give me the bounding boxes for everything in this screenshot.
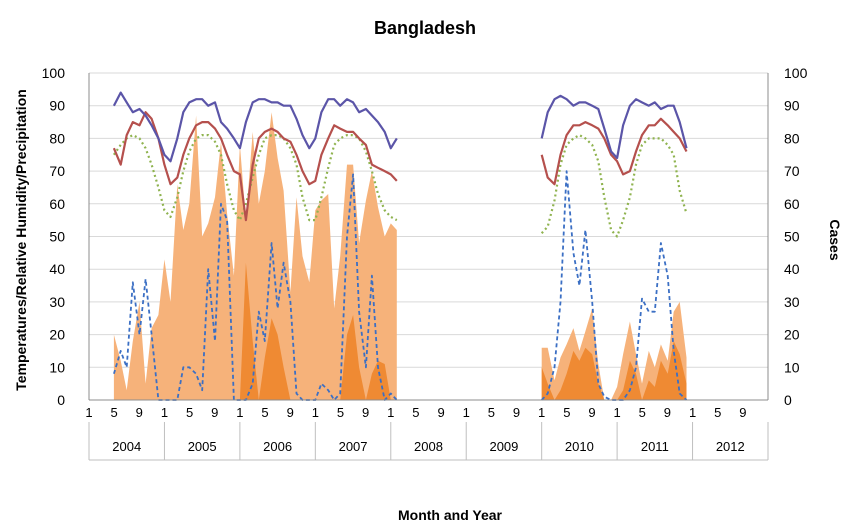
max-temp-line: [540, 117, 688, 186]
x-tick-month-label: 1: [312, 405, 319, 420]
y-tick-label-left: 20: [49, 327, 65, 343]
precip-light-area: [113, 112, 397, 400]
y-tick-label-left: 50: [49, 229, 65, 245]
precip-dark-area: [541, 341, 687, 400]
y-axis-right-ticks: 0 10 20 30 40 50 60 70 80 90 100: [784, 65, 808, 408]
x-tick-month-label: 1: [463, 405, 470, 420]
y-tick-label-right: 30: [784, 294, 800, 310]
y-tick-label-right: 20: [784, 327, 800, 343]
x-tick-month-label: 1: [85, 405, 92, 420]
x-tick-month-label: 5: [714, 405, 721, 420]
x-tick-month-label: 1: [161, 405, 168, 420]
y-tick-label-right: 60: [784, 196, 800, 212]
x-tick-month-label: 5: [337, 405, 344, 420]
y-axis-left-ticks: 0 10 20 30 40 50 60 70 80 90 100: [42, 65, 66, 408]
chart-title: Bangladesh: [374, 18, 476, 38]
y-tick-label-left: 70: [49, 163, 65, 179]
humidity-line: [540, 94, 688, 160]
x-tick-year-label: 2008: [414, 439, 443, 454]
x-tick-month-label: 9: [287, 405, 294, 420]
min-temp-line: [112, 134, 398, 222]
x-tick-month-label: 9: [136, 405, 143, 420]
y-tick-label-left: 0: [57, 392, 65, 408]
y-tick-label-left: 100: [42, 65, 66, 81]
precip-dark-area: [113, 262, 397, 400]
x-tick-month-label: 9: [437, 405, 444, 420]
x-tick-month-label: 5: [261, 405, 268, 420]
x-tick-month-label: 9: [362, 405, 369, 420]
x-tick-month-label: 9: [513, 405, 520, 420]
x-tick-month-label: 5: [563, 405, 570, 420]
x-tick-month-label: 5: [412, 405, 419, 420]
x-tick-month-label: 1: [236, 405, 243, 420]
y-tick-label-right: 70: [784, 163, 800, 179]
x-tick-month-label: 1: [387, 405, 394, 420]
x-tick-year-label: 2009: [489, 439, 518, 454]
x-tick-year-label: 2005: [188, 439, 217, 454]
y-axis-right-label: Cases: [827, 219, 843, 260]
x-tick-month-label: 1: [613, 405, 620, 420]
x-tick-month-label: 1: [538, 405, 545, 420]
x-tick-month-label: 9: [211, 405, 218, 420]
axes: [88, 73, 769, 461]
x-tick-year-label: 2004: [112, 439, 141, 454]
max-temp-line: [112, 111, 398, 222]
y-tick-label-right: 90: [784, 98, 800, 114]
y-tick-label-right: 0: [784, 392, 792, 408]
x-tick-month-label: 5: [639, 405, 646, 420]
y-tick-label-left: 90: [49, 98, 65, 114]
x-tick-month-label: 9: [739, 405, 746, 420]
x-tick-year-label: 2006: [263, 439, 292, 454]
x-axis-labels: 1 5 9 2004 1 5 9 2005 1 5 9 2006 1 5 9 2007 1 5 9 2008 1 5 9 20…: [85, 405, 769, 460]
x-tick-month-label: 5: [111, 405, 118, 420]
y-tick-label-left: 60: [49, 196, 65, 212]
precipitation-areas: [113, 112, 687, 400]
x-tick-month-label: 9: [664, 405, 671, 420]
x-tick-month-label: 5: [186, 405, 193, 420]
humidity-line: [112, 91, 398, 163]
y-tick-label-right: 40: [784, 261, 800, 277]
x-tick-month-label: 1: [689, 405, 696, 420]
y-tick-label-left: 30: [49, 294, 65, 310]
y-tick-label-left: 80: [49, 130, 65, 146]
y-tick-label-right: 100: [784, 65, 808, 81]
x-axis-label: Month and Year: [398, 507, 503, 523]
y-tick-label-right: 80: [784, 130, 800, 146]
x-tick-year-label: 2012: [716, 439, 745, 454]
x-tick-year-label: 2007: [339, 439, 368, 454]
x-tick-month-label: 5: [488, 405, 495, 420]
x-tick-year-label: 2010: [565, 439, 594, 454]
y-tick-label-right: 10: [784, 359, 800, 375]
x-tick-month-label: 9: [588, 405, 595, 420]
y-axis-left-label: Temperatures/Relative Humidity/Precipita…: [13, 89, 29, 391]
y-tick-label-left: 10: [49, 359, 65, 375]
y-tick-label-left: 40: [49, 261, 65, 277]
x-tick-year-label: 2011: [641, 439, 669, 454]
y-tick-label-right: 50: [784, 229, 800, 245]
series-lines: [112, 91, 688, 401]
